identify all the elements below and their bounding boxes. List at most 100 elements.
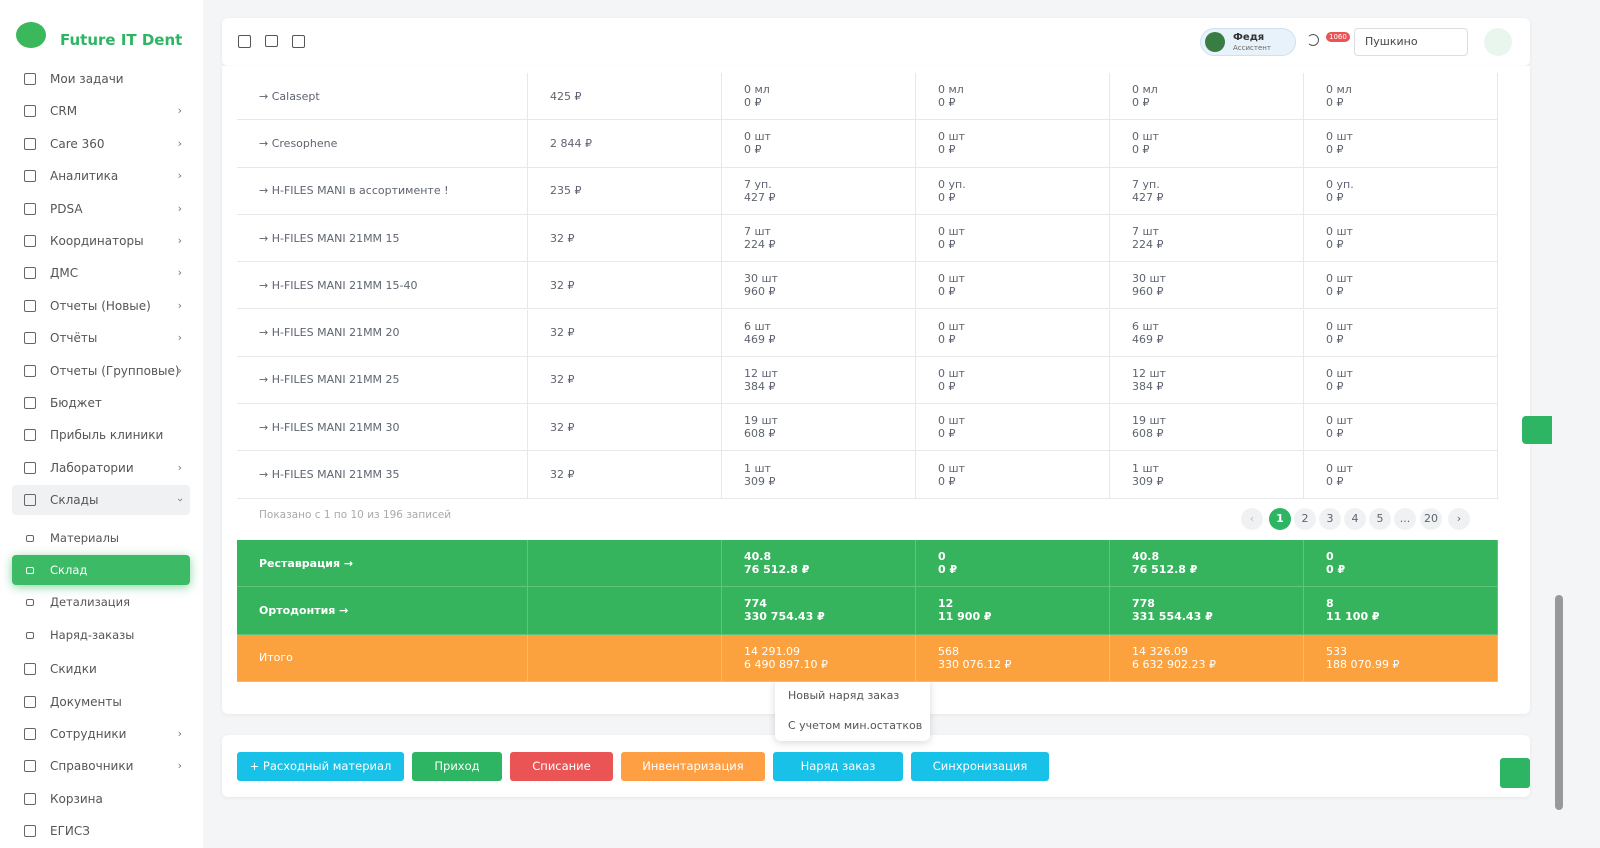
stock-cell: 0 шт 0 ₽ [916, 214, 1110, 263]
sum: 0 ₽ [1326, 379, 1344, 393]
action-button[interactable]: Инвентаризация [621, 752, 765, 781]
sum: 608 ₽ [744, 427, 776, 441]
settings-button[interactable] [1522, 416, 1552, 444]
nav-label: Отчёты [50, 331, 98, 346]
theme-toggle[interactable] [1307, 34, 1319, 46]
nav-item[interactable]: Детализация [12, 587, 190, 617]
quantity: 0 шт [1326, 319, 1353, 333]
page-button[interactable]: 20 [1420, 508, 1442, 530]
nav-item[interactable]: Наряд-заказы [12, 620, 190, 650]
nav-item[interactable]: Координаторы › [12, 226, 190, 256]
notification-badge[interactable]: 1060 [1326, 32, 1350, 42]
nav-item[interactable]: Care 360 › [12, 129, 190, 159]
next-page[interactable]: › [1448, 508, 1470, 530]
chevron: › [177, 727, 182, 740]
page-button[interactable]: 1 [1269, 508, 1291, 530]
name-cell: → H-FILES MANI 21MM 30 [237, 404, 528, 452]
dropdown-item[interactable]: С учетом мин.остатков [788, 719, 923, 732]
stock-cell: 0 уп. 0 ₽ [1304, 167, 1498, 215]
stock-cell: 19 шт 608 ₽ [722, 404, 916, 452]
assistant-role: Ассистент [1233, 44, 1271, 52]
quantity: 0 шт [1326, 130, 1353, 144]
name-cell: → Cresophene [237, 120, 528, 168]
calendar-icon[interactable] [238, 35, 251, 48]
nav-item[interactable]: Лаборатории › [12, 453, 190, 483]
price-cell: 2 844 ₽ [528, 120, 722, 168]
nav-item[interactable]: Скидки [12, 654, 190, 684]
page-button[interactable]: ... [1394, 508, 1416, 530]
prev-page[interactable]: ‹ [1241, 508, 1263, 530]
nav-item[interactable]: Склады › [12, 485, 190, 516]
nav-item[interactable]: Сотрудники › [12, 719, 190, 749]
chevron: › [177, 298, 182, 312]
price-cell [528, 587, 722, 635]
nav-item[interactable]: Аналитика › [12, 161, 190, 191]
action-button[interactable]: Наряд заказ [773, 752, 903, 781]
nav-item[interactable]: Отчеты (Новые) › [12, 291, 190, 321]
nav-item[interactable]: Документы [12, 687, 190, 717]
stock-cell: 0 шт 0 ₽ [1304, 120, 1498, 168]
stock-cell: 30 шт 960 ₽ [1110, 262, 1304, 310]
price-cell: 32 ₽ [528, 309, 722, 357]
avatar[interactable] [1484, 28, 1512, 56]
chevron: › [173, 497, 187, 503]
sum: 0 ₽ [1326, 563, 1346, 577]
quantity: 0 шт [1326, 461, 1353, 475]
page-button[interactable]: 4 [1344, 508, 1366, 530]
nav-item[interactable]: ДМС › [12, 258, 190, 288]
sum: 0 ₽ [1326, 474, 1344, 488]
price: 32 ₽ [550, 420, 575, 434]
stock-cell: 7 уп. 427 ₽ [722, 167, 916, 215]
quantity: 0 мл [1132, 83, 1158, 97]
nav-item[interactable]: Бюджет [12, 388, 190, 418]
assistant[interactable]: Федя Ассистент [1200, 28, 1296, 56]
quantity: 0 шт [938, 319, 965, 333]
page-button[interactable]: 5 [1369, 508, 1391, 530]
nav-item[interactable]: PDSA › [12, 194, 190, 224]
nav-item[interactable]: Корзина [12, 784, 190, 814]
dropdown-item[interactable]: Новый наряд заказ [788, 689, 900, 702]
nav-item[interactable]: Справочники › [12, 751, 190, 781]
row-name[interactable]: Ортодонтия → [259, 603, 349, 617]
action-button[interactable]: Списание [510, 752, 613, 781]
nav-item[interactable]: Материалы [12, 523, 190, 553]
nav-item[interactable]: Прибыль клиники [12, 420, 190, 450]
chat-icon[interactable] [265, 35, 278, 47]
action-button[interactable]: + Расходный материал [237, 752, 404, 781]
stock-cell: 0 мл 0 ₽ [916, 73, 1110, 121]
location-select[interactable]: Пушкино [1354, 28, 1468, 56]
quantity: 30 шт [744, 272, 778, 286]
nav-item[interactable]: Отчёты › [12, 323, 190, 353]
nav-label: ДМС [50, 266, 79, 281]
action-button[interactable]: Синхронизация [911, 752, 1049, 781]
sum: 224 ₽ [744, 238, 776, 252]
quantity: 533 [1326, 644, 1347, 658]
sum: 384 ₽ [1132, 379, 1164, 393]
row-name[interactable]: Реставрация → [259, 556, 354, 570]
sum: 76 512.8 ₽ [1132, 563, 1198, 577]
sum: 427 ₽ [744, 190, 776, 204]
nav-label: Прибыль клиники [50, 428, 164, 443]
action-button[interactable]: Приход [412, 752, 502, 781]
nav-item[interactable]: ЕГИСЗ [12, 816, 190, 846]
quantity: 1 шт [744, 461, 771, 475]
dropdown-menu [775, 677, 930, 741]
price-cell: 32 ₽ [528, 404, 722, 452]
nav-item[interactable]: Мои задачи [12, 64, 190, 94]
scroll-top-button[interactable] [1500, 758, 1530, 788]
nav-label: Care 360 [50, 136, 105, 151]
quantity: 568 [938, 644, 959, 658]
nav-item[interactable]: Склад [12, 555, 190, 585]
price-cell: 32 ₽ [528, 262, 722, 310]
page-button[interactable]: 3 [1319, 508, 1341, 530]
name-cell: → H-FILES MANI 21MM 35 [237, 451, 528, 499]
nav-item[interactable]: Отчеты (Групповые) › [12, 356, 190, 386]
sum: 76 512.8 ₽ [744, 563, 810, 577]
stock-cell: 0 шт 0 ₽ [722, 120, 916, 168]
page-button[interactable]: 2 [1294, 508, 1316, 530]
nav-item[interactable]: CRM › [12, 96, 190, 126]
brand: Future IT Dent [60, 31, 183, 49]
tasks-icon[interactable] [292, 35, 305, 48]
